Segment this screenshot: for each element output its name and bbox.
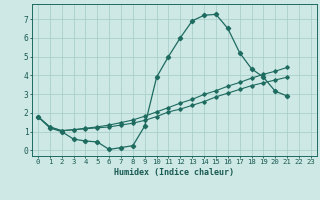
X-axis label: Humidex (Indice chaleur): Humidex (Indice chaleur) — [115, 168, 234, 177]
